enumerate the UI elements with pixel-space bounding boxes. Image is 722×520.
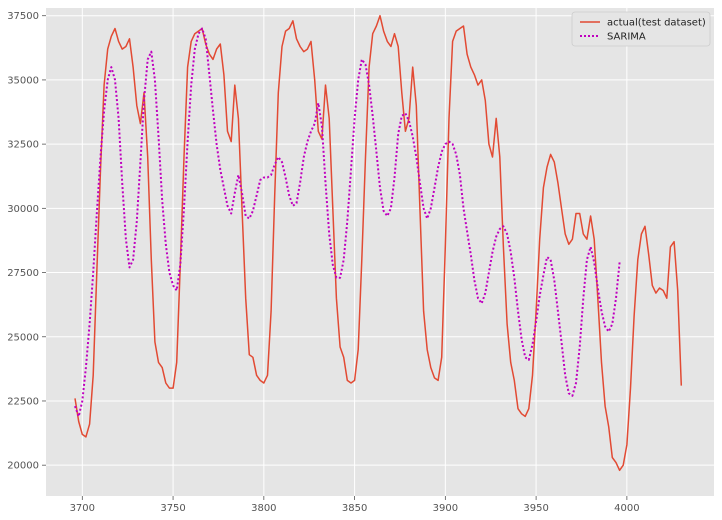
y-tick-label: 22500 — [7, 396, 39, 407]
legend-sarima-label: SARIMA — [607, 32, 646, 43]
x-tick-label: 4000 — [614, 503, 639, 514]
series-lines — [74, 14, 683, 472]
x-tick-label: 3750 — [160, 503, 185, 514]
series-line-actual — [74, 14, 683, 472]
x-tick-label: 3900 — [433, 503, 458, 514]
y-tick-label: 20000 — [7, 461, 39, 472]
y-tick-label: 30000 — [7, 204, 39, 215]
plot-area — [46, 8, 714, 496]
series-line-sarima — [74, 27, 621, 418]
y-tick-label: 27500 — [7, 268, 39, 279]
y-tick-label: 35000 — [7, 75, 39, 86]
x-tick-label: 3850 — [342, 503, 367, 514]
x-axis: 3700 3750 3800 3850 3900 3950 4000 — [70, 496, 640, 514]
x-tick-label: 3950 — [523, 503, 548, 514]
legend-box — [571, 11, 711, 47]
legend: actual(test dataset) SARIMA — [571, 11, 711, 47]
y-axis: 20000 22500 25000 27500 30000 32500 35000 37500 — [7, 11, 46, 472]
x-tick-label: 3700 — [70, 503, 95, 514]
legend-actual-label: actual(test dataset) — [607, 18, 706, 29]
y-tick-label: 32500 — [7, 140, 39, 151]
x-tick-label: 3800 — [251, 503, 276, 514]
y-tick-label: 25000 — [7, 332, 39, 343]
y-tick-label: 37500 — [7, 11, 39, 22]
